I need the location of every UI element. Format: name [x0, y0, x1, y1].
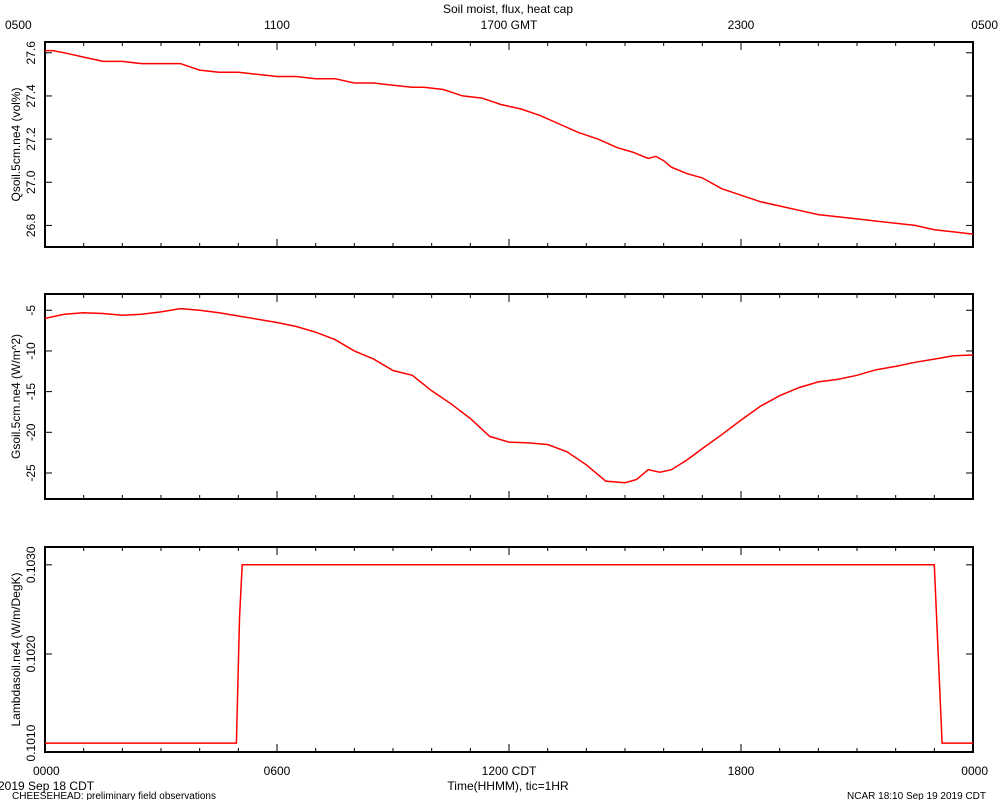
bottom-tick-label: 0600: [264, 764, 291, 778]
bottom-tick-label: 1200 CDT: [482, 764, 537, 778]
series-line: [45, 49, 974, 235]
chart-panel-2: -25 -20 -15 -10 -5 Gsoil.5cm.ne4 (W/m^2): [9, 293, 974, 500]
y-tick-label: 26.8: [24, 213, 38, 237]
series-line: [44, 307, 974, 484]
y-tick-label: -10: [24, 342, 38, 360]
y-tick-label: -15: [24, 383, 38, 401]
top-tick-label: 1100: [264, 18, 290, 32]
y-tick-label: 0.1010: [24, 724, 38, 761]
x-axis-label: Time(HHMM), tic=1HR: [447, 779, 569, 793]
bottom-axis-tick-labels: 0000 0600 1200 CDT 1800 0000: [33, 764, 988, 778]
top-axis-tick-labels: 0500 1100 1700 GMT 2300 0500: [5, 18, 998, 32]
footer-right: NCAR 18:10 Sep 19 2019 CDT: [847, 791, 986, 800]
y-tick-label: -25: [24, 464, 38, 482]
y-axis-label: Gsoil.5cm.ne4 (W/m^2): [9, 334, 23, 459]
y-tick-label: 27.2: [24, 127, 38, 151]
y-tick-label: 0.1030: [24, 546, 38, 583]
chart-title: Soil moist, flux, heat cap: [443, 2, 573, 16]
bottom-tick-label: 1800: [728, 764, 755, 778]
top-tick-label: 0500: [971, 18, 998, 32]
top-tick-label: 1700 GMT: [481, 18, 538, 32]
y-tick-label: 0.1020: [24, 635, 38, 672]
y-tick-label: 27.4: [24, 84, 38, 108]
plot-frame: [44, 293, 974, 500]
top-tick-label: 0500: [5, 18, 32, 32]
series-line: [45, 564, 973, 744]
start-date-label: 2019 Sep 18 CDT: [0, 779, 95, 793]
bottom-tick-label: 0000: [961, 764, 988, 778]
top-tick-label: 2300: [728, 18, 755, 32]
y-axis-label: Lambdasoil.ne4 (W/m/DegK): [9, 572, 23, 726]
y-tick-label: 27.0: [24, 170, 38, 194]
bottom-tick-label: 0000: [33, 764, 60, 778]
y-axis-label: Qsoil.5cm.ne4 (vol%): [9, 87, 23, 201]
plot-frame: [44, 546, 974, 753]
footer-left: CHEESEHEAD: preliminary field observatio…: [12, 791, 216, 800]
y-tick-label: -20: [24, 423, 38, 441]
chart-panel-1: 26.8 27.0 27.2 27.4 27.6 Qsoil.5cm.ne4 (vol%): [9, 41, 974, 248]
y-tick-label: 27.6: [24, 41, 38, 65]
chart-panels: 26.8 27.0 27.2 27.4 27.6 Qsoil.5cm.ne4 (vol%)…: [9, 41, 974, 761]
y-tick-label: -5: [24, 305, 38, 316]
